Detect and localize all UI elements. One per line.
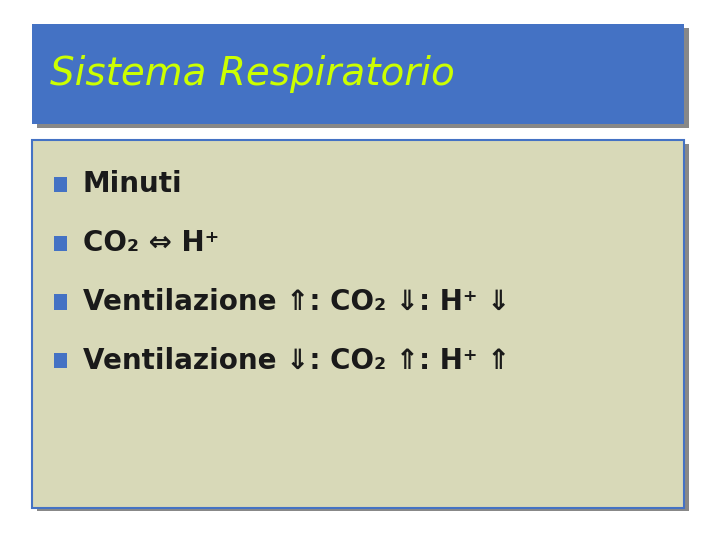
- FancyBboxPatch shape: [54, 294, 67, 309]
- FancyBboxPatch shape: [32, 140, 684, 508]
- FancyBboxPatch shape: [54, 353, 67, 368]
- FancyBboxPatch shape: [32, 24, 684, 124]
- Text: Sistema Respiratorio: Sistema Respiratorio: [50, 55, 455, 93]
- Text: Ventilazione ⇓: CO₂ ⇑: H⁺ ⇑: Ventilazione ⇓: CO₂ ⇑: H⁺ ⇑: [83, 347, 510, 375]
- FancyBboxPatch shape: [54, 235, 67, 251]
- Text: Minuti: Minuti: [83, 171, 182, 199]
- FancyBboxPatch shape: [54, 177, 67, 192]
- Text: CO₂ ⇔ H⁺: CO₂ ⇔ H⁺: [83, 229, 219, 257]
- FancyBboxPatch shape: [37, 28, 689, 128]
- FancyBboxPatch shape: [37, 144, 689, 511]
- Text: Ventilazione ⇑: CO₂ ⇓: H⁺ ⇓: Ventilazione ⇑: CO₂ ⇓: H⁺ ⇓: [83, 288, 510, 316]
